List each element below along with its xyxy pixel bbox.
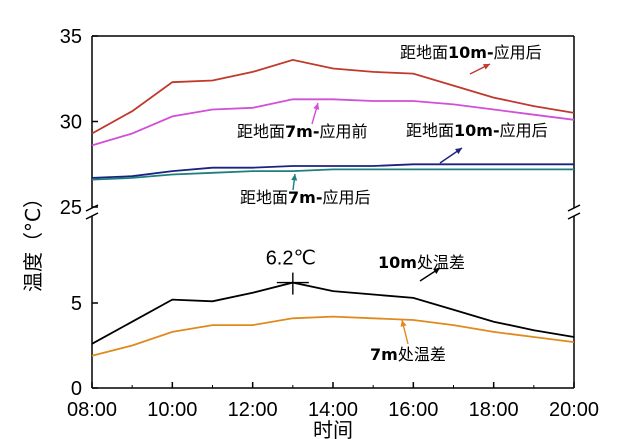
series-line-upper-3 [91,168,574,181]
annotation-red: 距地面10m-应用后 [400,43,542,62]
y-axis-title: 温度（°C） [21,188,45,292]
series-line-upper-0 [91,58,575,135]
y-tick-label: 25 [60,197,82,219]
annotation-arrow-7m-diff-head [400,320,407,327]
annotation-arrow-teal-head [291,174,298,181]
series-line-lower-0 [91,281,575,345]
x-axis-title: 时间 [313,418,353,439]
annotation-arrow-magenta-head [313,103,320,110]
annotation-teal: 距地面7m-应用后 [240,188,370,207]
y-tick-label: 35 [60,26,82,48]
x-tick-label: 14:00 [308,399,358,421]
series-line-lower-1 [91,315,575,357]
x-tick-label: 16:00 [388,399,438,421]
annotation-navy: 距地面10m-应用后 [406,121,548,140]
annotation-10m-diff: 10m处温差 [378,253,465,272]
series-line-upper-1 [91,98,575,147]
annotation-arrow-navy-head [455,148,462,155]
annotation-arrow-10m-diff-head [433,268,440,274]
x-tick-label: 18:00 [469,399,519,421]
x-tick-label: 10:00 [147,399,197,421]
annotation-7m-diff: 7m处温差 [370,345,446,364]
annotation-arrow-red-head [483,64,490,70]
axis-break-mark [567,204,581,212]
y-tick-label: 0 [71,378,82,400]
x-tick-label: 12:00 [228,399,278,421]
y-tick-label: 5 [71,293,82,315]
axis-break-mark [85,204,99,212]
axis-break-mark [85,212,99,220]
peak-label: 6.2℃ [266,248,316,270]
y-tick-label: 30 [60,112,82,134]
series-line-upper-2 [91,163,574,179]
x-tick-label: 08:00 [67,399,117,421]
axis-break-mark [567,212,581,220]
annotation-magenta: 距地面7m-应用前 [237,122,367,141]
x-tick-label: 20:00 [549,399,599,421]
